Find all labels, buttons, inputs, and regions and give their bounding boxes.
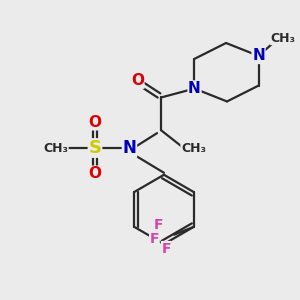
Text: N: N (188, 81, 201, 96)
Text: N: N (122, 139, 136, 157)
Text: CH₃: CH₃ (271, 32, 296, 44)
Text: O: O (131, 73, 144, 88)
Text: S: S (88, 139, 101, 157)
Text: F: F (154, 218, 163, 232)
Text: O: O (88, 166, 101, 181)
Text: F: F (150, 232, 159, 246)
Text: O: O (88, 115, 101, 130)
Text: N: N (252, 48, 265, 63)
Text: F: F (161, 242, 171, 256)
Text: CH₃: CH₃ (181, 142, 206, 154)
Text: CH₃: CH₃ (43, 142, 68, 154)
